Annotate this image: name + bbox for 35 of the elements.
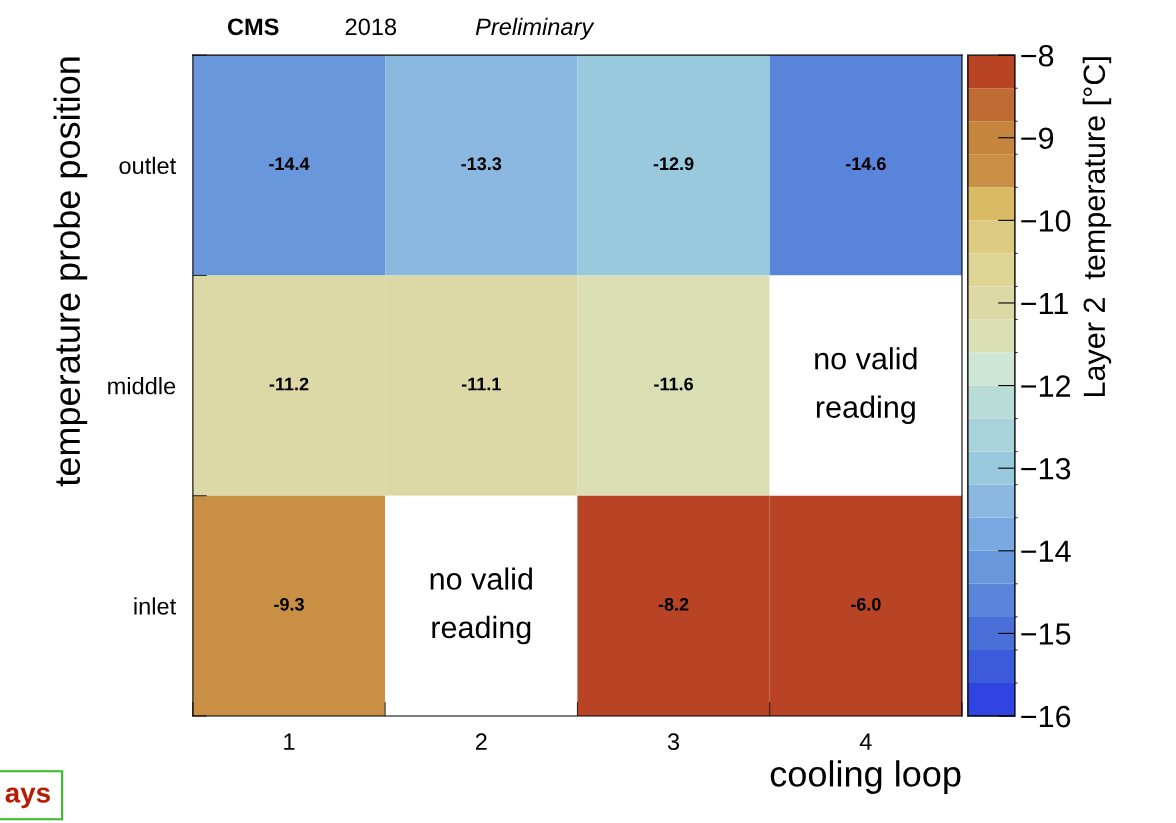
- color-bar-label: −9: [1021, 127, 1054, 150]
- data-label: -14.4: [269, 157, 310, 170]
- color-bar-title: Layer 2 temperature [°C]: [1082, 57, 1112, 396]
- data-label: -8.2: [658, 597, 689, 611]
- y-tick-label: inlet: [134, 597, 177, 615]
- data-label: -11.6: [654, 377, 693, 391]
- x-axis-title: cooling loop: [770, 760, 961, 794]
- x-tick-label: 3: [667, 733, 680, 751]
- text: ays: [5, 787, 50, 809]
- y-axis-title: temperature probe position: [53, 57, 88, 487]
- color-bar-label: −8: [1021, 44, 1054, 67]
- data-label: -11.2: [269, 377, 309, 391]
- color-bar-label: −10: [1021, 210, 1071, 232]
- chart-title: CMS: [227, 18, 279, 36]
- color-bar-label: −16: [1021, 705, 1071, 728]
- data-label: -9.3: [274, 597, 304, 611]
- color-bar-label: −11: [1021, 293, 1068, 315]
- data-label: -12.9: [653, 157, 694, 171]
- color-bar-label: −13: [1021, 457, 1071, 480]
- y-tick-label: outlet: [119, 156, 177, 175]
- data-label: -11.1: [461, 377, 501, 391]
- color-bar-label: −12: [1021, 375, 1071, 397]
- data-label: -13.3: [461, 157, 502, 171]
- x-tick-label: 2: [475, 733, 487, 750]
- color-bar-label: −15: [1021, 623, 1071, 645]
- data-label: -6.0: [850, 597, 881, 611]
- x-tick-label: 1: [284, 733, 295, 750]
- color-bar-label: −14: [1021, 540, 1071, 562]
- data-label: -14.6: [845, 157, 886, 171]
- text: no valid reading: [815, 347, 917, 425]
- text: 2018: [345, 18, 397, 36]
- text: no valid reading: [430, 567, 532, 645]
- text: Preliminary: [475, 17, 595, 40]
- y-tick-label: middle: [108, 377, 176, 395]
- x-tick-label: 4: [859, 733, 872, 750]
